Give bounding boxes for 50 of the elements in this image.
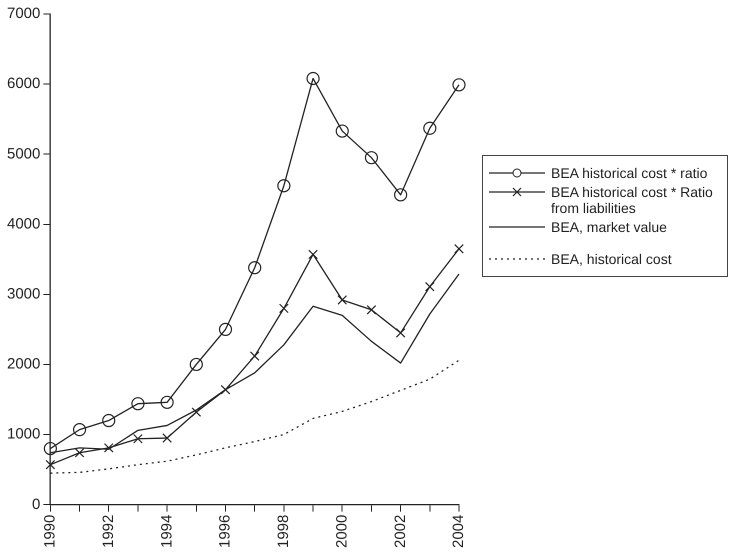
point — [336, 124, 349, 138]
legend-label: BEA, market value — [551, 219, 667, 235]
point — [454, 244, 464, 254]
y-tick-label: 6000 — [6, 75, 40, 92]
y-tick-label: 1000 — [6, 426, 40, 443]
point — [394, 188, 408, 202]
y-tick-label: 0 — [32, 496, 40, 513]
point — [104, 443, 114, 453]
point — [423, 122, 436, 135]
point — [452, 78, 466, 92]
point — [279, 304, 289, 314]
point — [190, 358, 203, 372]
y-tick-label: 3000 — [6, 286, 40, 302]
x-tick-label: 2004 — [450, 514, 468, 548]
x-tick-label: 2002 — [392, 514, 409, 548]
y-tick-label: 5000 — [6, 145, 40, 162]
point — [72, 423, 86, 436]
x-tick-label: 1992 — [100, 514, 117, 548]
point — [162, 433, 172, 443]
point — [46, 460, 56, 470]
point — [424, 282, 435, 292]
point — [366, 304, 376, 315]
point — [102, 414, 116, 428]
x-tick-label: 1994 — [158, 514, 176, 548]
x-tick-label: 1998 — [275, 514, 292, 548]
point — [44, 442, 57, 456]
point — [191, 407, 202, 417]
point — [131, 397, 145, 410]
point — [248, 261, 262, 274]
y-tick-label: 7000 — [6, 5, 40, 22]
point — [250, 351, 260, 361]
point — [220, 384, 230, 395]
point — [160, 396, 174, 409]
y-tick-label: 4000 — [6, 215, 40, 232]
point — [218, 322, 232, 336]
x-tick-label: 1990 — [42, 514, 59, 548]
x-tick-label: 1996 — [216, 514, 234, 548]
point — [337, 295, 348, 305]
point — [133, 434, 143, 444]
point — [364, 151, 378, 164]
y-tick-label: 2000 — [6, 356, 40, 373]
legend-label: BEA historical cost * Ratio from liabilities — [551, 184, 714, 216]
point — [396, 328, 406, 338]
legend-label: BEA, historical cost — [551, 251, 672, 267]
point — [74, 448, 84, 458]
point — [277, 179, 290, 192]
point — [308, 250, 318, 260]
x-tick-label: 2000 — [333, 514, 350, 548]
point — [306, 72, 320, 86]
legend-label: BEA historical cost * ratio — [551, 165, 708, 181]
